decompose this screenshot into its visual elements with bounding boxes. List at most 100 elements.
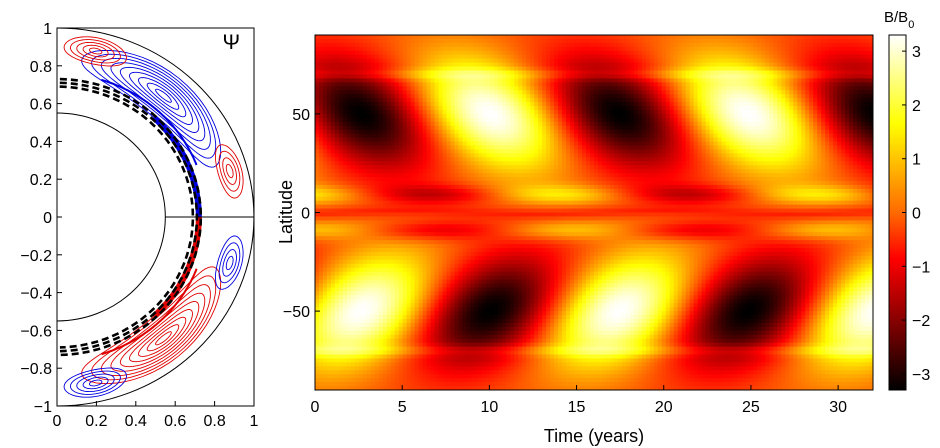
heatmap-cell xyxy=(390,283,396,289)
heatmap-cell xyxy=(430,322,436,328)
heatmap-cell xyxy=(318,346,324,352)
heatmap-cell xyxy=(434,378,440,383)
heatmap-cell xyxy=(326,180,332,186)
heatmap-cell xyxy=(318,62,324,68)
heatmap-cell xyxy=(322,378,328,383)
heatmap-cell xyxy=(390,145,396,150)
heatmap-cell xyxy=(346,259,352,265)
heatmap-cell xyxy=(494,78,499,83)
heatmap-cell xyxy=(414,169,420,174)
heatmap-cell xyxy=(498,35,503,40)
heatmap-cell xyxy=(514,121,519,127)
heatmap-cell xyxy=(370,240,376,245)
heatmap-cell xyxy=(350,98,356,103)
heatmap-cell xyxy=(530,78,535,83)
heatmap-cell xyxy=(330,232,336,237)
heatmap-cell xyxy=(450,232,456,237)
heatmap-cell xyxy=(398,42,404,48)
heatmap-cell xyxy=(330,192,336,198)
heatmap-cell xyxy=(402,50,408,56)
heatmap-cell xyxy=(530,82,535,87)
heatmap-cell xyxy=(350,153,356,158)
heatmap-cell xyxy=(438,153,444,158)
heatmap-cell xyxy=(518,161,523,166)
heatmap-cell xyxy=(402,370,408,375)
heatmap-cell xyxy=(346,358,352,363)
heatmap-cell xyxy=(346,240,352,245)
heatmap-cell xyxy=(318,220,324,225)
heatmap-cell xyxy=(362,38,368,44)
heatmap-cell xyxy=(315,322,320,328)
heatmap-cell xyxy=(374,173,380,178)
heatmap-cell xyxy=(315,212,320,218)
heatmap-cell xyxy=(526,94,531,99)
heatmap-cell xyxy=(426,188,432,194)
heatmap-cell xyxy=(402,38,408,44)
heatmap-cell xyxy=(430,50,436,56)
heatmap-cell xyxy=(462,350,468,356)
heatmap-cell xyxy=(414,200,420,206)
heatmap-cell xyxy=(338,350,344,356)
heatmap-cell xyxy=(494,117,499,123)
heatmap-cell xyxy=(498,338,503,344)
heatmap-cell xyxy=(326,70,332,76)
heatmap-cell xyxy=(334,236,340,241)
heatmap-cell xyxy=(506,129,511,135)
heatmap-cell xyxy=(442,212,448,218)
heatmap-cell xyxy=(374,125,380,131)
heatmap-cell xyxy=(334,78,340,83)
heatmap-cell xyxy=(442,303,448,308)
heatmap-cell xyxy=(518,228,523,233)
heatmap-cell xyxy=(458,74,464,79)
heatmap-cell xyxy=(498,74,503,79)
heatmap-cell xyxy=(514,303,519,308)
heatmap-cell xyxy=(450,283,456,289)
heatmap-cell xyxy=(454,248,460,253)
heatmap-cell xyxy=(438,354,444,360)
heatmap-cell xyxy=(390,35,396,40)
heatmap-cell xyxy=(510,346,515,352)
heatmap-cell xyxy=(334,255,340,261)
heatmap-cell xyxy=(442,94,448,99)
heatmap-cell xyxy=(454,212,460,218)
heatmap-cell xyxy=(322,46,328,52)
heatmap-cell xyxy=(478,157,483,162)
heatmap-cell xyxy=(446,220,452,225)
heatmap-cell xyxy=(450,50,456,56)
heatmap-cell xyxy=(350,90,356,95)
heatmap-cell xyxy=(514,141,519,147)
heatmap-cell xyxy=(350,165,356,170)
heatmap-cell xyxy=(422,374,428,379)
heatmap-cell xyxy=(362,255,368,261)
heatmap-cell xyxy=(502,319,507,324)
heatmap-cell xyxy=(362,267,368,273)
heatmap-cell xyxy=(334,322,340,328)
heatmap-cell xyxy=(490,35,495,40)
heatmap-cell xyxy=(334,240,340,245)
heatmap-cell xyxy=(338,54,344,60)
heatmap-cell xyxy=(462,366,468,371)
heatmap-cell xyxy=(510,153,515,158)
heatmap-cell xyxy=(378,145,384,150)
heatmap-cell xyxy=(358,338,364,344)
heatmap-cell xyxy=(318,149,324,154)
heatmap-cell xyxy=(342,137,348,143)
heatmap-cell xyxy=(490,279,495,285)
heatmap-cell xyxy=(350,129,356,135)
heatmap-cell xyxy=(510,121,515,127)
heatmap-cell xyxy=(398,240,404,245)
heatmap-cell xyxy=(522,121,527,127)
heatmap-cell xyxy=(358,307,364,312)
heatmap-cell xyxy=(514,109,519,115)
heatmap-cell xyxy=(526,263,531,269)
heatmap-cell xyxy=(426,307,432,312)
heatmap-cell xyxy=(414,58,420,64)
heatmap-cell xyxy=(454,153,460,158)
heatmap-cell xyxy=(430,157,436,162)
negative-contour xyxy=(146,82,180,110)
heatmap-cell xyxy=(350,78,356,83)
heatmap-cell xyxy=(506,315,511,320)
heatmap-cell xyxy=(406,259,412,265)
heatmap-cell xyxy=(318,184,324,190)
heatmap-cell xyxy=(358,153,364,158)
